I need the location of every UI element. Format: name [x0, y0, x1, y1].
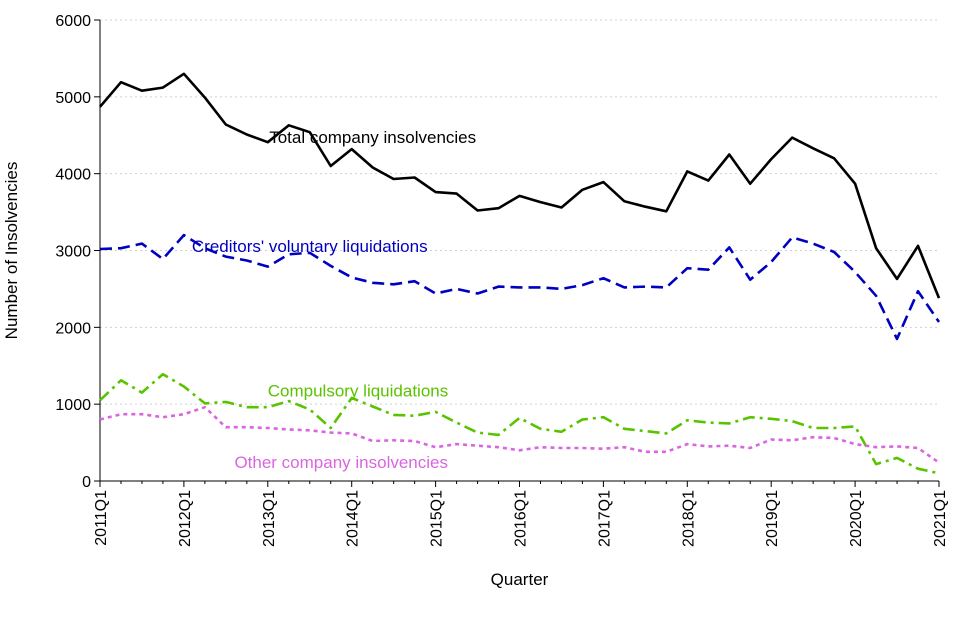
x-axis-title: Quarter	[491, 570, 549, 589]
x-tick-label: 2020Q1	[848, 490, 865, 547]
y-tick-label: 3000	[55, 244, 91, 261]
label-total-company-insolvencies: Total company insolvencies	[269, 128, 476, 147]
y-tick-label: 6000	[55, 13, 91, 30]
series-lines	[99, 72, 941, 475]
y-tick-label: 1000	[55, 397, 91, 414]
y-tick-label: 4000	[55, 167, 91, 184]
x-tick-label: 2019Q1	[764, 490, 781, 547]
x-tick-label: 2013Q1	[261, 490, 278, 547]
x-tick-label: 2017Q1	[596, 490, 613, 547]
label-other-company-insolvencies: Other company insolvencies	[234, 453, 448, 472]
x-ticks: 2011Q1 2012Q1 2013Q1 2014Q1 2015Q1 2016Q1 2017…	[93, 481, 949, 547]
series-line-compulsory-liquidations	[99, 372, 940, 475]
x-tick-label: 2016Q1	[513, 490, 530, 547]
label-creditors-voluntary-liquidations: Creditors' voluntary liquidations	[192, 237, 428, 256]
series-line-other-company-insolvencies	[99, 405, 940, 464]
x-tick-label: 2018Q1	[680, 490, 697, 547]
x-tick-label: 2021Q1	[932, 490, 949, 547]
series-line-creditors-voluntary-liquidations	[99, 233, 941, 341]
y-tick-label: 5000	[55, 90, 91, 107]
gridlines	[100, 19, 939, 405]
x-tick-label: 2012Q1	[177, 490, 194, 547]
y-axis-title: Number of Insolvencies	[2, 162, 21, 340]
y-tick-label: 2000	[55, 320, 91, 337]
x-tick-label: 2011Q1	[93, 490, 110, 546]
x-tick-label: 2014Q1	[345, 490, 362, 547]
series-line-total-company-insolvencies	[99, 72, 941, 299]
label-compulsory-liquidations: Compulsory liquidations	[268, 381, 448, 400]
x-tick-label: 2015Q1	[429, 490, 446, 547]
y-tick-label: 0	[82, 474, 91, 491]
y-ticks: 0 1000 2000 3000 4000 5000 6000	[55, 13, 100, 491]
